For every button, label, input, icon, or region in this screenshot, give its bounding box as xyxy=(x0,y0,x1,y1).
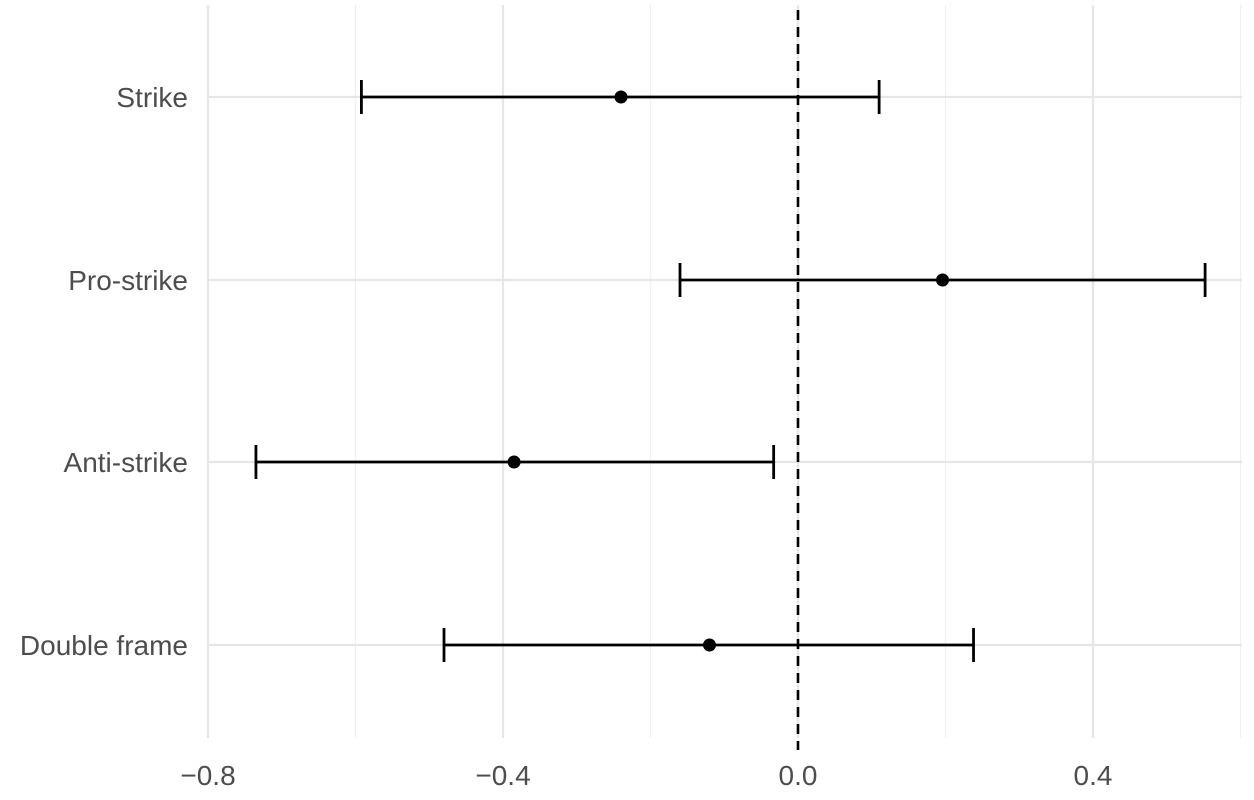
x-tick-label: 0.0 xyxy=(779,760,818,791)
error-bar-row xyxy=(442,628,975,662)
x-tick-label: −0.4 xyxy=(475,760,530,791)
x-tick-label: −0.8 xyxy=(180,760,235,791)
error-bar-row xyxy=(254,445,776,479)
point-estimate xyxy=(936,273,950,287)
point-estimate xyxy=(703,638,716,652)
error-bar-row xyxy=(678,263,1207,297)
point-estimate xyxy=(507,455,521,469)
grid-layer xyxy=(206,5,1242,738)
point-estimate xyxy=(614,90,628,104)
y-tick-label: Strike xyxy=(116,82,188,113)
y-tick-label: Anti-strike xyxy=(64,447,188,478)
axis-labels-layer: Strike Pro-strike Anti-strike Double frame −… xyxy=(20,82,1113,791)
error-bars-layer xyxy=(254,80,1207,662)
x-tick-label: 0.4 xyxy=(1074,760,1113,791)
error-bar-row xyxy=(359,80,881,114)
y-tick-label: Pro-strike xyxy=(68,265,188,296)
y-tick-label: Double frame xyxy=(20,630,188,661)
